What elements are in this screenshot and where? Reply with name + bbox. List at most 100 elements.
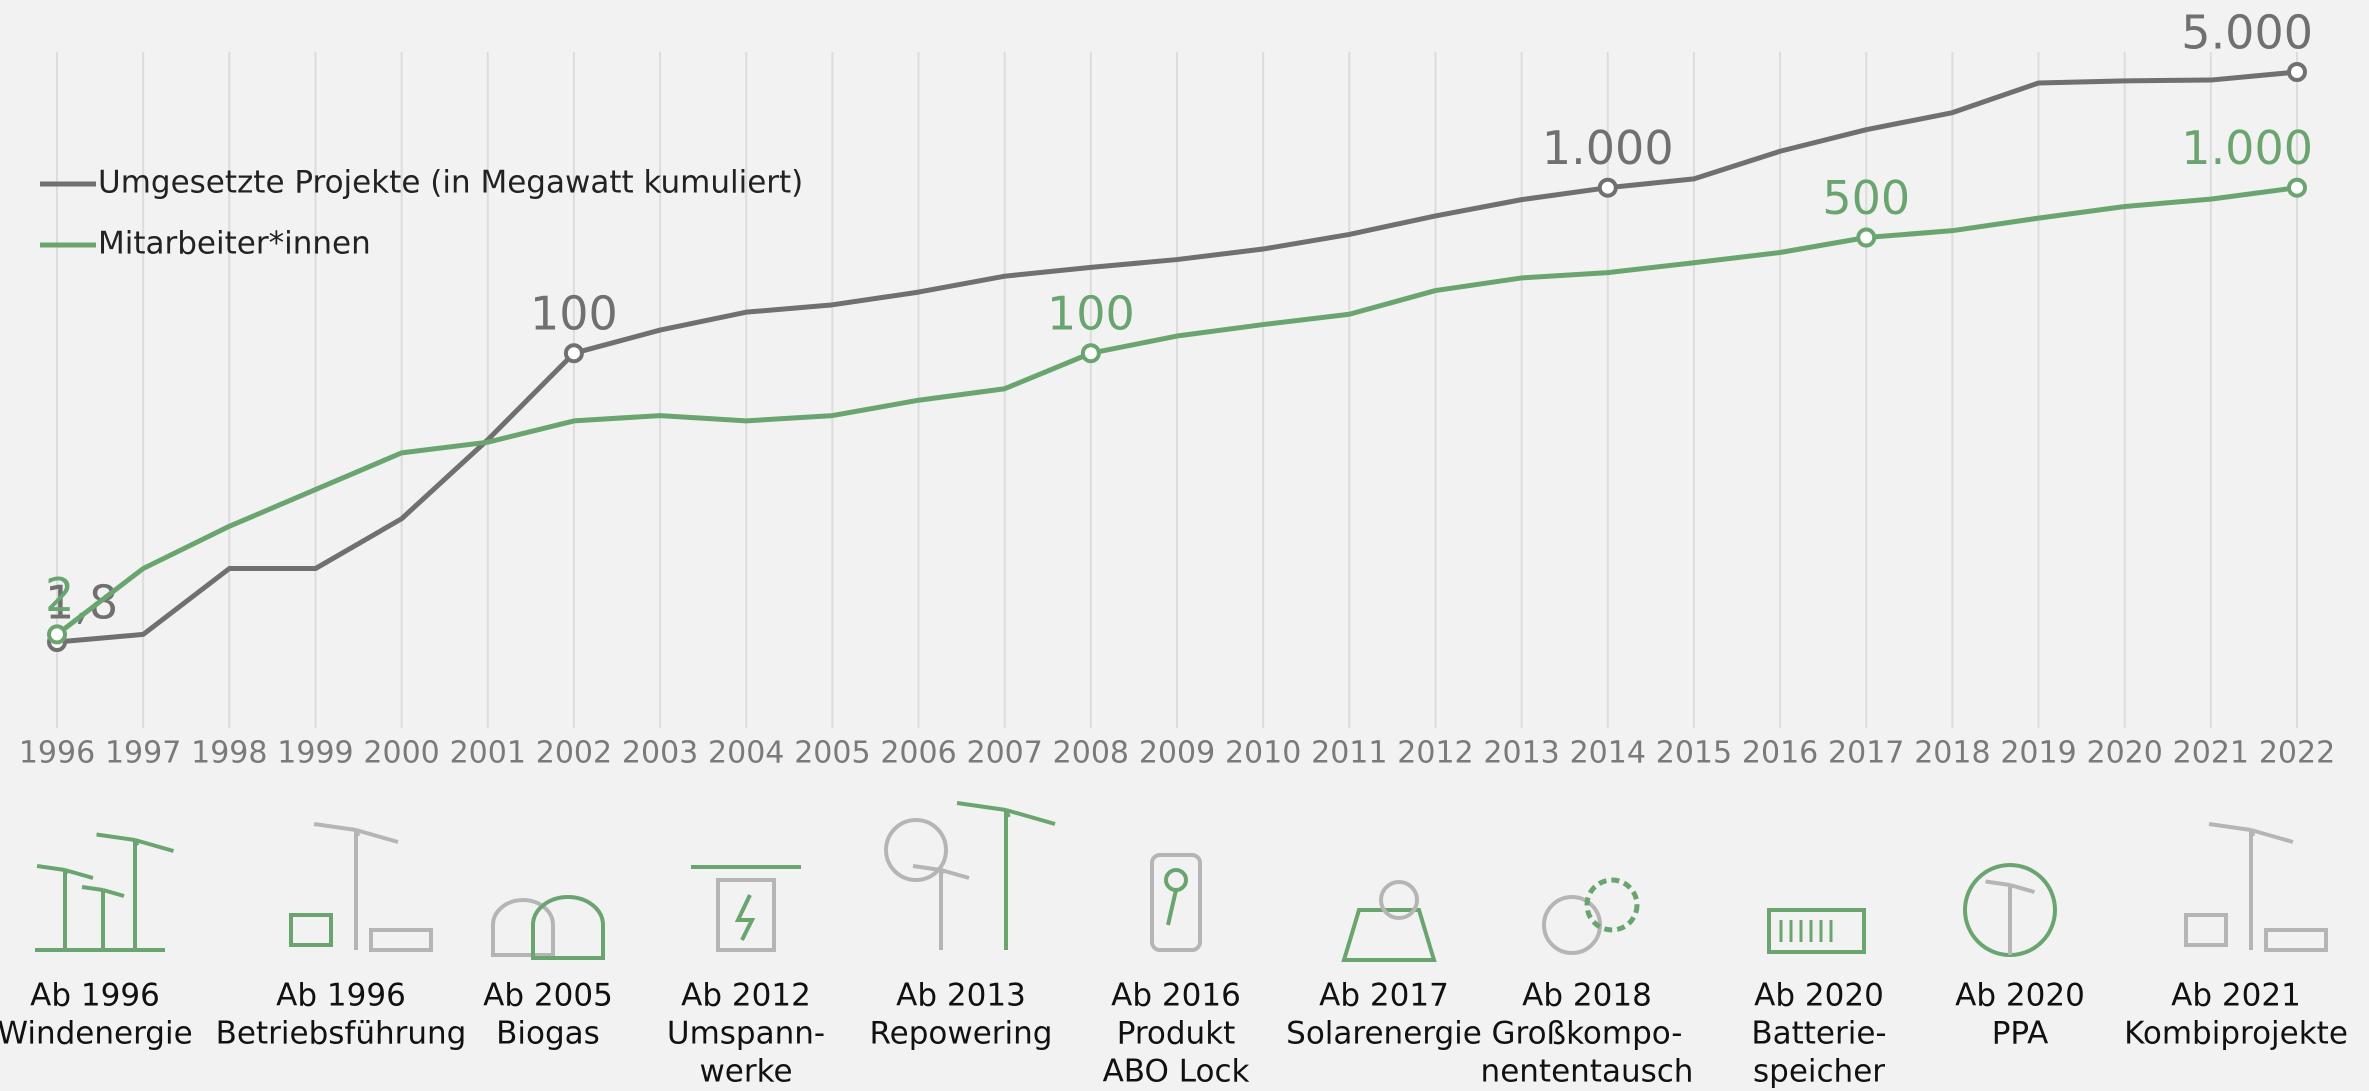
icon (37, 866, 65, 870)
x-tick-label: 2001 (450, 736, 526, 771)
milestone-caption: Ab 2020 (1754, 978, 1884, 1014)
icon (97, 835, 136, 841)
x-tick-label: 2008 (1053, 736, 1129, 771)
milestone-caption: Kombiprojekte (2124, 1016, 2348, 1052)
x-tick-label: 2010 (1225, 736, 1301, 771)
page: {"chart_data": { "type": "line", "x": [1… (0, 0, 2369, 1091)
icon (1168, 890, 1176, 925)
x-tick-label: 2015 (1656, 736, 1732, 771)
x-tick-label: 2007 (967, 736, 1043, 771)
milestone-caption: Ab 2013 (896, 978, 1026, 1014)
x-tick-label: 2018 (1914, 736, 1990, 771)
milestone-caption: Großkompo- (1492, 1016, 1683, 1052)
x-tick-label: 2021 (2173, 736, 2249, 771)
milestone-caption: speicher (1753, 1054, 1885, 1090)
icon (82, 887, 103, 890)
icon (2251, 830, 2253, 836)
milestone-caption: Ab 2018 (1522, 978, 1652, 1014)
milestone-caption: Ab 2020 (1955, 978, 2085, 1014)
icon (1769, 910, 1864, 952)
icon (2266, 930, 2326, 950)
x-tick-label: 2006 (880, 736, 956, 771)
milestone-caption: Windenergie (0, 1016, 193, 1052)
icon (2010, 885, 2011, 889)
point-marker (566, 345, 582, 361)
icon (718, 880, 774, 950)
point-marker (1083, 345, 1099, 361)
icon (1006, 810, 1055, 824)
milestone-caption: Ab 2017 (1319, 978, 1449, 1014)
x-tick-label: 2002 (536, 736, 612, 771)
icon (356, 830, 398, 842)
point-marker (1600, 180, 1616, 196)
point-marker (2289, 64, 2305, 80)
icon (533, 897, 603, 958)
value-label: 100 (530, 287, 618, 341)
icon (1986, 882, 2011, 886)
x-tick-label: 1997 (105, 736, 181, 771)
x-tick-label: 2005 (794, 736, 870, 771)
icon (1587, 880, 1637, 930)
x-tick-label: 1996 (19, 736, 95, 771)
icon (1006, 810, 1009, 817)
x-tick-label: 2003 (622, 736, 698, 771)
milestone-caption: Ab 2012 (681, 978, 811, 1014)
milestone-caption: PPA (1992, 1016, 2049, 1052)
x-tick-label: 2000 (363, 736, 439, 771)
x-tick-label: 2011 (1311, 736, 1387, 771)
milestone-caption: Batterie- (1751, 1016, 1886, 1052)
milestone-caption: Biogas (496, 1016, 600, 1052)
milestone-caption: Ab 2021 (2171, 978, 2301, 1014)
icon (738, 895, 752, 940)
icon (493, 900, 553, 955)
value-label: 2 (45, 568, 74, 622)
x-tick-label: 1998 (191, 736, 267, 771)
x-tick-label: 2016 (1742, 736, 1818, 771)
x-tick-label: 2019 (2000, 736, 2076, 771)
icon (2186, 915, 2226, 945)
chart: 1996 1997 1998 1999 2000 2001 2002 2003 2004 2005… (0, 0, 2369, 1091)
milestone-caption: Ab 1996 (276, 978, 406, 1014)
icon (1544, 897, 1600, 953)
value-label: 500 (1822, 171, 1910, 225)
value-label: 1.000 (1542, 121, 1674, 175)
milestone-caption: Ab 2016 (1111, 978, 1241, 1014)
icon (2251, 830, 2293, 842)
x-tick-label: 2022 (2259, 736, 2335, 771)
x-tick-label: 2004 (708, 736, 784, 771)
icon (356, 830, 358, 836)
value-label: 100 (1047, 287, 1135, 341)
icon (941, 870, 943, 874)
legend-label: Umgesetzte Projekte (in Megawatt kumulie… (98, 165, 803, 201)
icon (135, 840, 174, 851)
icon (1166, 870, 1186, 890)
milestone-caption: Ab 1996 (30, 978, 160, 1014)
milestone-caption: Solarenergie (1286, 1016, 1482, 1052)
milestone-caption: Betriebsführung (216, 1016, 467, 1052)
x-tick-label: 2012 (1397, 736, 1473, 771)
icon (957, 803, 1006, 810)
milestone-caption: Produkt (1117, 1016, 1236, 1052)
x-tick-label: 2017 (1828, 736, 1904, 771)
x-tick-label: 2020 (2087, 736, 2163, 771)
icon (65, 870, 93, 878)
icon (103, 890, 124, 896)
legend-label: Mitarbeiter*innen (98, 226, 371, 262)
milestone-caption: nententausch (1481, 1054, 1694, 1090)
x-tick-label: 2014 (1570, 736, 1646, 771)
icon (2209, 824, 2251, 830)
icon (941, 870, 969, 878)
milestone-caption: Ab 2005 (483, 978, 613, 1014)
icon (291, 915, 331, 945)
x-tick-label: 2009 (1139, 736, 1215, 771)
icon (314, 824, 356, 830)
icon (886, 820, 946, 880)
milestone-caption: ABO Lock (1103, 1054, 1250, 1090)
milestone-caption: werke (699, 1054, 792, 1090)
x-tick-label: 1999 (277, 736, 353, 771)
icon (2010, 885, 2035, 892)
icon (1381, 882, 1417, 918)
icon (371, 930, 431, 950)
icon (135, 840, 137, 846)
point-marker (49, 626, 65, 642)
